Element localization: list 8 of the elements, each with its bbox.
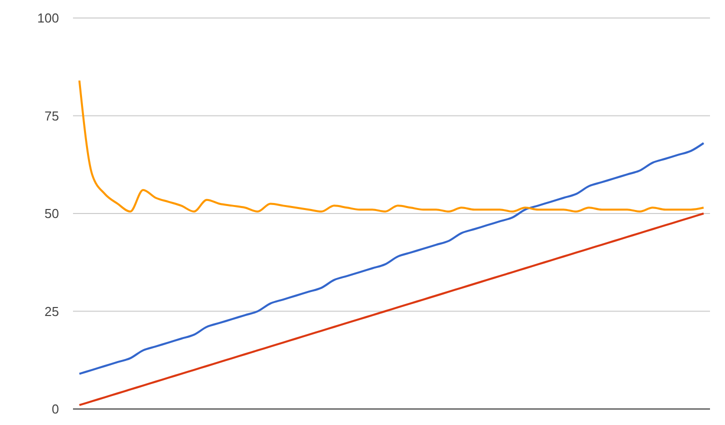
y-tick-label: 100 (37, 10, 59, 26)
y-tick-label: 75 (44, 108, 59, 124)
line-series (78, 142, 705, 375)
line-series (78, 80, 705, 213)
y-tick-label: 25 (44, 304, 59, 319)
y-tick-label: 0 (52, 402, 59, 417)
y-tick-label: 50 (44, 206, 59, 222)
line-series (78, 212, 705, 406)
